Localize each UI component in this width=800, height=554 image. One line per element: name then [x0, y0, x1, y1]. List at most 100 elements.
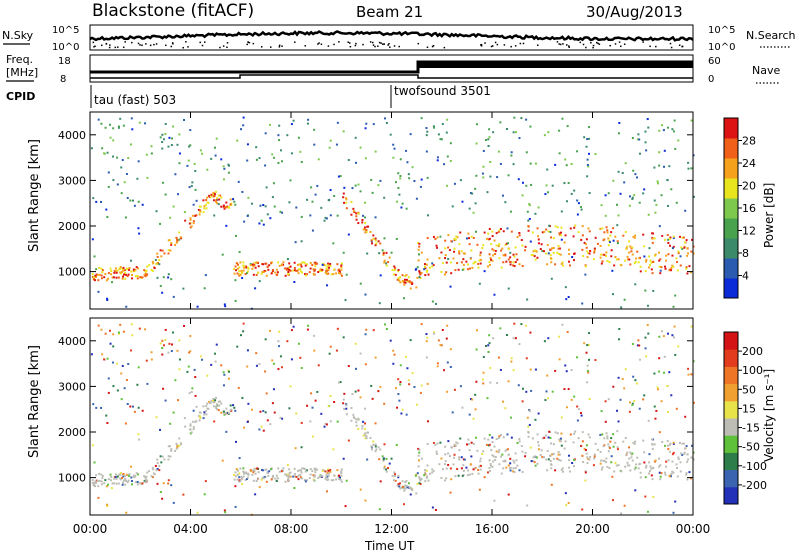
power-point [573, 252, 576, 255]
y-tick-label: 2000 [58, 220, 86, 233]
power-point [342, 251, 345, 254]
velocity-point [623, 387, 626, 390]
power-point [253, 263, 256, 266]
velocity-point [241, 396, 244, 399]
power-point [237, 180, 240, 183]
power-point [329, 264, 332, 267]
velocity-point [239, 479, 242, 482]
power-point [566, 125, 569, 128]
velocity-point [650, 467, 653, 470]
power-point [141, 203, 144, 206]
velocity-point [418, 451, 421, 454]
velocity-point [244, 478, 247, 481]
velocity-point [425, 469, 428, 472]
velocity-point [365, 434, 368, 437]
colorbar-tick-label: 100 [742, 364, 763, 377]
power-point [670, 188, 673, 191]
power-point [426, 258, 429, 261]
velocity-point [159, 455, 162, 458]
velocity-point [323, 425, 326, 428]
power-point [267, 268, 270, 271]
velocity-point [377, 390, 380, 393]
velocity-point [125, 511, 128, 514]
velocity-point [364, 363, 367, 366]
power-point [281, 211, 284, 214]
velocity-point [293, 475, 296, 478]
power-point [131, 273, 134, 276]
velocity-point [192, 409, 195, 412]
power-point [628, 251, 631, 254]
power-point [280, 264, 283, 267]
power-point [502, 230, 505, 233]
velocity-point [263, 475, 266, 478]
nsearch-point [333, 43, 335, 46]
power-point [689, 271, 692, 274]
power-point [284, 274, 287, 277]
velocity-point [558, 358, 561, 361]
power-point [277, 161, 280, 164]
nsearch-point [155, 43, 158, 45]
power-point [528, 217, 531, 220]
power-point [271, 196, 274, 199]
power-point [407, 276, 410, 279]
velocity-point [492, 455, 495, 458]
nsearch-point [219, 46, 221, 49]
power-point [626, 258, 629, 261]
velocity-point [167, 445, 170, 448]
power-point [381, 249, 384, 252]
velocity-point [455, 441, 458, 444]
velocity-point [392, 479, 395, 482]
nsearch-point [592, 46, 594, 49]
velocity-point [247, 402, 250, 405]
power-point [467, 232, 470, 235]
power-point [194, 170, 197, 173]
power-point [311, 229, 314, 232]
power-point [357, 212, 360, 215]
velocity-point [524, 455, 527, 458]
power-point [626, 245, 629, 248]
velocity-point [178, 368, 181, 371]
power-point [684, 209, 687, 212]
power-point [690, 250, 693, 253]
velocity-ylabel: Slant Range [km] [27, 345, 42, 458]
velocity-point [371, 448, 374, 451]
velocity-point [424, 473, 427, 476]
power-point [460, 250, 463, 253]
velocity-point [463, 458, 466, 461]
power-point [338, 270, 341, 273]
power-point [488, 253, 491, 256]
nsearch-point [338, 41, 340, 43]
velocity-point [477, 468, 480, 471]
nsearch-point [380, 42, 382, 44]
velocity-point [194, 420, 197, 423]
power-point [546, 191, 549, 194]
velocity-point [379, 385, 382, 388]
velocity-point [124, 483, 127, 486]
power-point [487, 138, 490, 141]
velocity-point [393, 474, 396, 477]
velocity-point [318, 475, 321, 478]
velocity-point [403, 484, 406, 487]
power-point [671, 264, 674, 267]
power-point [302, 261, 305, 264]
power-point [229, 203, 232, 206]
velocity-point [621, 377, 624, 380]
power-point [397, 172, 400, 175]
velocity-point [327, 475, 330, 478]
velocity-point [213, 352, 216, 355]
velocity-point [154, 464, 157, 467]
velocity-point [432, 470, 435, 473]
power-point [312, 268, 315, 271]
velocity-point [550, 467, 553, 470]
power-point [295, 270, 298, 273]
colorbar-swatch [724, 198, 738, 219]
velocity-point [468, 413, 471, 416]
power-point [556, 251, 559, 254]
velocity-point [125, 378, 128, 381]
power-point [492, 249, 495, 252]
velocity-point [232, 404, 235, 407]
power-point [447, 257, 450, 260]
velocity-point [106, 505, 109, 508]
velocity-point [189, 423, 192, 426]
